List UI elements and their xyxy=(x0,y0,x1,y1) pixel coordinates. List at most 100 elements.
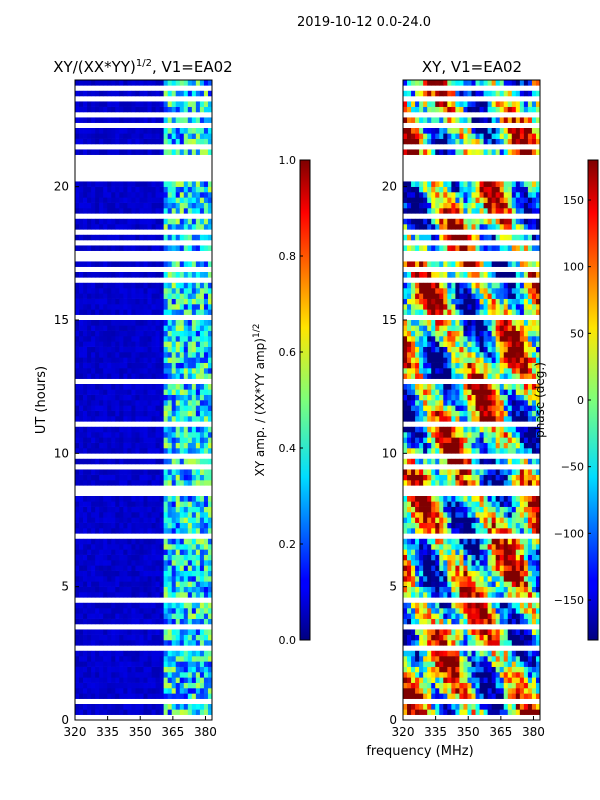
heatmap-cell xyxy=(491,426,497,433)
heatmap-cell xyxy=(127,554,132,561)
heatmap-cell xyxy=(159,298,165,305)
heatmap-cell xyxy=(95,117,100,123)
heatmap-cell xyxy=(115,373,120,379)
heatmap-cell xyxy=(171,362,177,369)
heatmap-cell xyxy=(207,410,213,417)
heatmap-cell xyxy=(207,480,213,486)
heatmap-cell xyxy=(187,448,193,454)
heatmap-cell xyxy=(171,309,177,315)
heatmap-cell xyxy=(195,293,201,299)
heatmap-cell xyxy=(115,576,120,582)
heatmap-cell xyxy=(447,362,452,369)
heatmap-cell xyxy=(479,672,484,678)
heatmap-cell xyxy=(147,608,152,614)
heatmap-cell xyxy=(203,682,209,689)
heatmap-cell xyxy=(111,677,116,683)
heatmap-cell xyxy=(191,133,197,139)
heatmap-cell xyxy=(83,325,88,331)
heatmap-cell xyxy=(79,410,84,417)
heatmap-cell xyxy=(531,613,537,619)
heatmap-cell xyxy=(131,544,136,550)
heatmap-cell xyxy=(175,512,181,518)
heatmap-cell xyxy=(439,602,444,609)
heatmap-cell xyxy=(467,528,472,534)
heatmap-cell xyxy=(519,432,525,438)
heatmap-cell xyxy=(155,650,161,657)
heatmap-cell xyxy=(155,208,161,214)
heatmap-cell xyxy=(83,528,88,534)
heatmap-cell xyxy=(87,218,92,225)
flagged-row xyxy=(75,378,212,384)
heatmap-cell xyxy=(475,650,480,657)
heatmap-cell xyxy=(179,506,185,513)
heatmap-cell xyxy=(143,442,148,449)
heatmap-cell xyxy=(479,426,484,433)
heatmap-cell xyxy=(515,656,521,662)
heatmap-cell xyxy=(475,506,480,513)
heatmap-cell xyxy=(403,512,408,518)
heatmap-cell xyxy=(119,677,124,683)
heatmap-cell xyxy=(535,442,541,449)
heatmap-cell xyxy=(523,554,529,561)
heatmap-cell xyxy=(83,602,88,609)
heatmap-cell xyxy=(443,496,448,502)
heatmap-cell xyxy=(163,426,169,433)
heatmap-cell xyxy=(91,693,96,699)
heatmap-cell xyxy=(531,608,537,614)
heatmap-cell xyxy=(439,682,444,689)
heatmap-cell xyxy=(519,608,525,614)
heatmap-cell xyxy=(483,496,489,502)
heatmap-cell xyxy=(435,432,440,438)
heatmap-cell xyxy=(183,506,189,513)
heatmap-cell xyxy=(127,394,132,401)
heatmap-cell xyxy=(75,101,80,107)
heatmap-cell xyxy=(527,581,533,587)
heatmap-cell xyxy=(155,576,161,582)
heatmap-cell xyxy=(527,656,533,662)
heatmap-cell xyxy=(423,666,428,673)
heatmap-cell xyxy=(455,480,460,486)
heatmap-cell xyxy=(431,368,436,374)
heatmap-cell xyxy=(415,512,420,518)
heatmap-cell xyxy=(135,394,140,401)
heatmap-cell xyxy=(143,592,148,598)
heatmap-cell xyxy=(139,218,144,225)
heatmap-cell xyxy=(131,149,136,155)
heatmap-cell xyxy=(503,618,509,625)
heatmap-cell xyxy=(147,288,152,294)
heatmap-cell xyxy=(135,602,140,609)
heatmap-cell xyxy=(495,570,501,577)
heatmap-cell xyxy=(415,426,420,433)
heatmap-cell xyxy=(515,693,521,699)
heatmap-cell xyxy=(479,576,484,582)
heatmap-cell xyxy=(127,320,132,326)
heatmap-cell xyxy=(147,506,152,513)
heatmap-cell xyxy=(135,581,140,587)
heatmap-cell xyxy=(111,618,116,625)
heatmap-cell xyxy=(411,592,416,598)
heatmap-cell xyxy=(455,474,460,481)
heatmap-cell xyxy=(531,405,537,411)
heatmap-cell xyxy=(203,512,209,518)
heatmap-cell xyxy=(171,640,177,646)
heatmap-cell xyxy=(83,608,88,614)
heatmap-cell xyxy=(191,437,197,443)
heatmap-cell xyxy=(139,138,144,145)
heatmap-cell xyxy=(127,512,132,518)
heatmap-cell xyxy=(403,501,408,507)
heatmap-cell xyxy=(531,506,537,513)
heatmap-cell xyxy=(139,362,144,369)
heatmap-cell xyxy=(531,634,537,641)
heatmap-cell xyxy=(427,384,432,390)
heatmap-cell xyxy=(423,640,428,646)
heatmap-cell xyxy=(403,405,408,411)
heatmap-cell xyxy=(119,181,124,187)
heatmap-cell xyxy=(467,389,472,395)
heatmap-cell xyxy=(519,394,525,401)
heatmap-cell xyxy=(83,560,88,566)
heatmap-cell xyxy=(183,330,189,337)
heatmap-cell xyxy=(83,197,88,203)
heatmap-cell xyxy=(187,608,193,614)
heatmap-cell xyxy=(107,298,112,305)
heatmap-cell xyxy=(443,677,448,683)
